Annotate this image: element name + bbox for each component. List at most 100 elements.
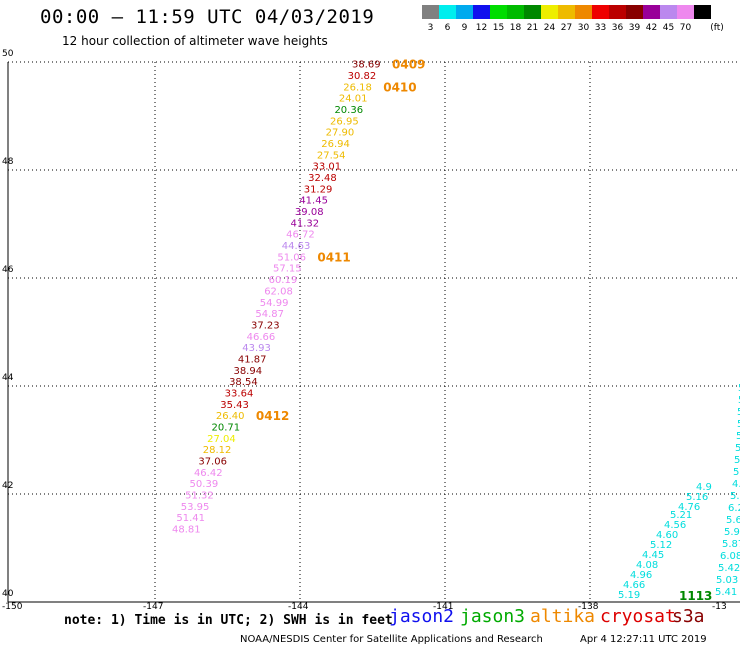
wave-height-value: 4.66: [623, 580, 645, 591]
wave-height-value: 26.95: [330, 116, 359, 127]
wave-height-value: 37.06: [198, 457, 227, 468]
pass-time-label: 0411: [317, 250, 350, 264]
pass-time-label: 1113: [679, 589, 712, 603]
wave-height-value: 5.8: [738, 383, 740, 394]
legend-swatch: [558, 5, 575, 19]
pass-time-label: 0409: [392, 58, 425, 72]
legend-swatch: [473, 5, 490, 19]
legend-label: 36: [611, 23, 624, 33]
pass-time-label: 0412: [256, 409, 289, 423]
latitude-tick-label: 48: [2, 157, 14, 167]
legend-swatch: [626, 5, 643, 19]
wave-height-value: 5.19: [618, 590, 640, 601]
wave-height-value: 54.87: [255, 309, 284, 320]
wave-height-value: 46.72: [286, 230, 315, 241]
wave-height-value: 51.41: [176, 513, 205, 524]
wave-height-value: 24.01: [339, 94, 368, 105]
legend-swatch: [660, 5, 677, 19]
wave-height-value: 4.96: [630, 570, 652, 581]
legend-swatch: [643, 5, 660, 19]
satellite-name: jason2: [389, 606, 455, 627]
legend-swatch: [422, 5, 439, 19]
wave-height-value: 27.54: [317, 150, 346, 161]
wave-height-value: 51.32: [185, 491, 214, 502]
wave-height-value: 51.06: [277, 252, 306, 263]
wave-height-value: 5.03: [716, 575, 738, 586]
wave-height-value: 5.4: [737, 407, 740, 418]
wave-height-value: 5.2: [730, 491, 740, 502]
legend-label: 33: [594, 23, 607, 33]
wave-height-value: 38.94: [233, 366, 262, 377]
legend-label: 24: [543, 23, 556, 33]
wave-height-value: 43.93: [242, 343, 271, 354]
legend-label: 70: [679, 23, 692, 33]
wave-height-value: 4.45: [642, 550, 664, 561]
wave-height-value: 5.12: [650, 540, 672, 551]
wave-height-value: 4.60: [656, 530, 678, 541]
wave-height-value: 57.15: [273, 264, 302, 275]
wave-height-value: 44.63: [282, 241, 311, 252]
longitude-tick-label: -147: [143, 602, 164, 612]
wave-height-value: 27.04: [207, 434, 236, 445]
wave-height-value: 6.08: [720, 551, 740, 562]
legend-swatch: [456, 5, 473, 19]
legend-unit: (ft): [710, 23, 724, 33]
wave-height-value: 5.9: [738, 395, 740, 406]
legend-swatch: [541, 5, 558, 19]
wave-height-value: 50.39: [190, 479, 219, 490]
wave-height-value: 4.9: [696, 482, 712, 493]
wave-height-value: 39.08: [295, 207, 324, 218]
wave-height-value: 54.99: [260, 298, 289, 309]
wave-height-value: 5.42: [718, 563, 740, 574]
legend-label: 30: [577, 23, 590, 33]
wave-height-value: 31.29: [304, 184, 333, 195]
wave-height-value: 28.12: [203, 445, 232, 456]
wave-height-value: 41.32: [291, 218, 320, 229]
map-subtitle: 12 hour collection of altimeter wave hei…: [62, 34, 328, 48]
legend-label: 6: [444, 23, 451, 33]
wave-height-value: 4.08: [636, 560, 658, 571]
wave-height-value: 48.81: [172, 525, 201, 536]
wave-height-value: 4.8: [732, 479, 740, 490]
wave-height-value: 5.7: [735, 443, 740, 454]
wave-height-value: 30.82: [348, 71, 377, 82]
wave-height-value: 5.3: [734, 455, 740, 466]
wave-height-value: 5.21: [670, 510, 692, 521]
credit-line: NOAA/NESDIS Center for Satellite Applica…: [240, 634, 543, 645]
legend-label: 18: [509, 23, 522, 33]
legend-swatch: [524, 5, 541, 19]
legend-swatch: [575, 5, 592, 19]
wave-height-value: 5.0: [733, 467, 740, 478]
pass-time-label: 0410: [383, 80, 416, 94]
wave-height-value: 5.16: [686, 492, 708, 503]
longitude-tick-label: -144: [288, 602, 309, 612]
wave-height-value: 5.94: [724, 527, 740, 538]
legend-label: 42: [645, 23, 658, 33]
satellite-name: altika: [530, 606, 596, 627]
wave-height-value: 5.41: [715, 587, 737, 598]
latitude-tick-label: 40: [2, 589, 14, 599]
wave-height-value: 35.43: [220, 400, 249, 411]
legend-swatch: [507, 5, 524, 19]
wave-height-value: 46.42: [194, 468, 223, 479]
longitude-tick-label: -141: [433, 602, 454, 612]
wave-height-value: 26.94: [321, 139, 350, 150]
latitude-tick-label: 50: [2, 49, 14, 59]
wave-height-value: 5.1: [737, 419, 740, 430]
legend-label: 3: [427, 23, 434, 33]
wave-height-value: 32.48: [308, 173, 337, 184]
wave-height-value: 20.36: [334, 105, 363, 116]
footer-note: note: 1) Time is in UTC; 2) SWH is in fe…: [64, 613, 393, 628]
legend-swatch: [592, 5, 609, 19]
legend-label: 45: [662, 23, 675, 33]
wave-height-value: 33.01: [312, 162, 341, 173]
wave-height-value: 5.87: [722, 539, 740, 550]
longitude-tick-label: -150: [2, 602, 23, 612]
legend-label: 39: [628, 23, 641, 33]
satellite-name: jason3: [460, 606, 526, 627]
wave-height-value: 20.71: [212, 423, 241, 434]
wave-height-value: 5.6: [726, 515, 740, 526]
longitude-tick-label: -13: [712, 602, 727, 612]
map-title: 00:00 – 11:59 UTC 04/03/2019: [40, 6, 375, 28]
legend-swatch: [677, 5, 694, 19]
